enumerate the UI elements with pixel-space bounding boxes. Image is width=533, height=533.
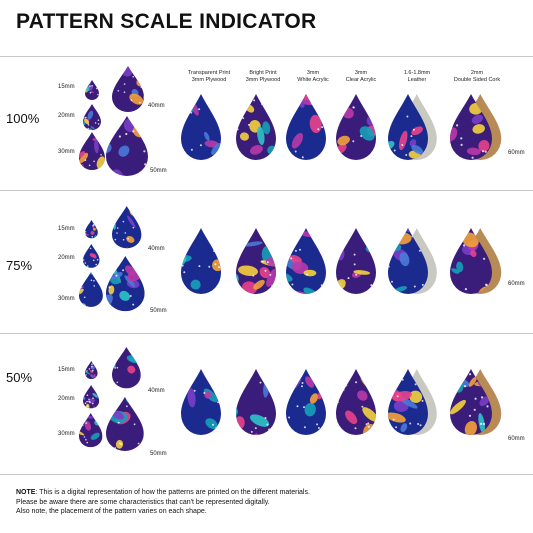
material-header-cork: 2mm Double Sided Cork — [453, 70, 501, 83]
material-swatch-4 — [336, 94, 376, 160]
size-label-40mm: 40mm — [148, 246, 165, 252]
size-swatch-15mm — [85, 80, 99, 100]
size-label-50mm: 50mm — [150, 308, 167, 314]
size-label-50mm: 50mm — [150, 168, 167, 174]
footnote-line-2: Please be aware there are some character… — [16, 498, 270, 506]
size-label-30mm: 30mm — [58, 296, 75, 302]
row-divider — [0, 333, 533, 334]
size-swatch-40mm — [112, 206, 142, 249]
material-swatch-5 — [388, 94, 437, 160]
page-title: PATTERN SCALE INDICATOR — [16, 10, 317, 33]
material-swatch-3 — [286, 369, 326, 435]
material-header-bright-plywood: Bright Print 3mm Plywood — [245, 70, 281, 83]
footnote-line-1: NOTE: This is a digital representation o… — [16, 489, 310, 496]
material-header-leather: 1.6-1.8mm Leather — [403, 70, 431, 83]
size-swatch-50mm — [106, 256, 145, 312]
size-swatch-30mm — [79, 272, 103, 307]
size-swatch-20mm — [83, 385, 100, 409]
footnote: NOTE: This is a digital representation o… — [16, 488, 521, 517]
size-label-60mm: 60mm — [508, 150, 525, 156]
footnote-label: NOTE — [16, 489, 36, 496]
material-header-white-acrylic: 3mm White Acrylic — [297, 70, 329, 83]
material-swatch-6 — [450, 369, 502, 435]
size-label-15mm: 15mm — [58, 367, 75, 373]
size-label-60mm: 60mm — [508, 436, 525, 442]
material-header-transparent-plywood: Transparent Print 3mm Plywood — [187, 70, 231, 83]
size-swatch-30mm — [79, 413, 103, 448]
scale-label-100: 100% — [6, 111, 40, 126]
row-divider — [0, 190, 533, 191]
material-swatch-5 — [388, 228, 437, 294]
size-label-15mm: 15mm — [58, 226, 75, 232]
size-swatch-20mm — [83, 104, 101, 130]
size-swatch-30mm — [79, 132, 105, 170]
material-swatch-3 — [286, 228, 326, 294]
size-swatch-50mm — [106, 116, 148, 177]
size-label-30mm: 30mm — [58, 149, 75, 155]
material-swatch-1 — [181, 228, 221, 294]
scale-label-50: 50% — [6, 370, 33, 385]
size-label-40mm: 40mm — [148, 388, 165, 394]
material-swatch-2 — [236, 369, 276, 435]
material-swatch-5 — [388, 369, 437, 435]
material-swatch-1 — [181, 94, 221, 160]
size-label-60mm: 60mm — [508, 281, 525, 287]
size-swatch-20mm — [83, 244, 100, 268]
material-header-clear-acrylic: 3mm Clear Acrylic — [345, 70, 377, 83]
size-swatch-15mm — [85, 220, 98, 239]
size-swatch-40mm — [112, 347, 141, 389]
size-label-20mm: 20mm — [58, 255, 75, 261]
size-label-50mm: 50mm — [150, 451, 167, 457]
size-label-15mm: 15mm — [58, 84, 75, 90]
size-swatch-15mm — [85, 361, 98, 379]
material-swatch-3 — [286, 94, 326, 160]
footnote-line-3: Also note, the placement of the pattern … — [16, 508, 207, 515]
row-divider — [0, 474, 533, 475]
size-label-20mm: 20mm — [58, 113, 75, 119]
size-swatch-50mm — [106, 397, 144, 451]
material-swatch-2 — [236, 94, 276, 160]
material-swatch-6 — [450, 228, 502, 294]
size-label-20mm: 20mm — [58, 396, 75, 402]
material-swatch-4 — [336, 369, 376, 435]
material-swatch-2 — [236, 228, 276, 294]
material-swatch-1 — [181, 369, 221, 435]
size-label-30mm: 30mm — [58, 431, 75, 437]
size-swatch-40mm — [112, 66, 144, 112]
material-swatch-6 — [450, 94, 502, 160]
material-swatch-4 — [336, 228, 376, 294]
scale-label-75: 75% — [6, 258, 33, 273]
row-divider — [0, 56, 533, 57]
size-label-40mm: 40mm — [148, 103, 165, 109]
